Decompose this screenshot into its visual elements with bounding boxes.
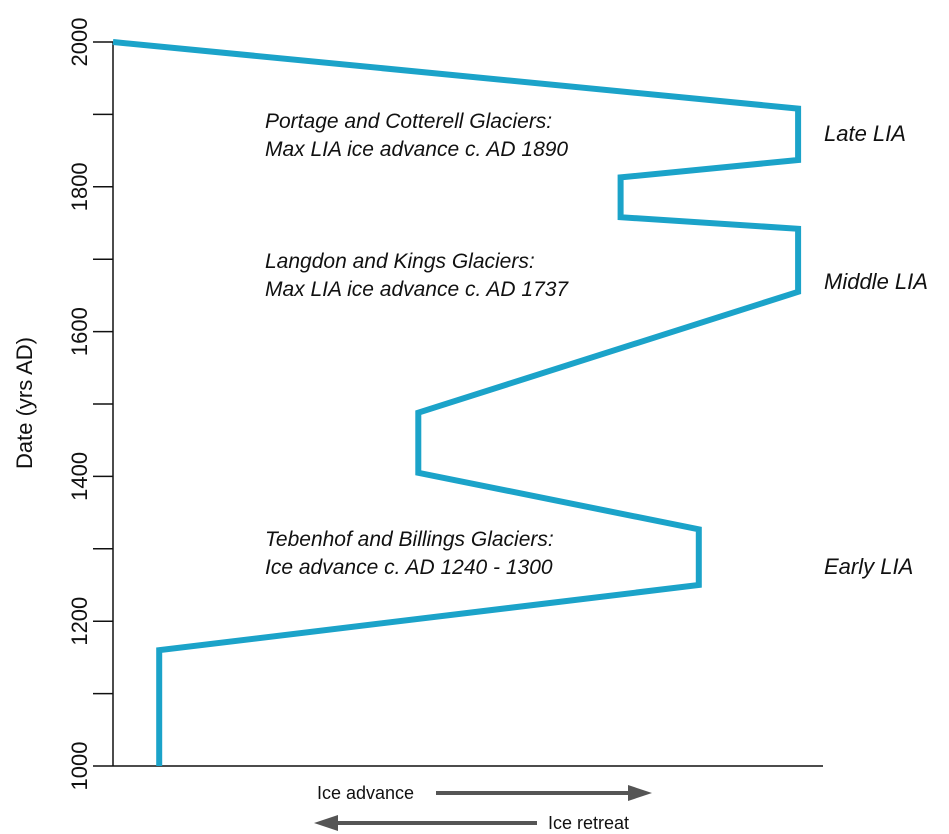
y-axis-title: Date (yrs AD) bbox=[12, 337, 37, 469]
annotation-portage-line-2: Max LIA ice advance c. AD 1890 bbox=[265, 138, 568, 161]
y-tick-label: 1000 bbox=[67, 742, 92, 791]
ice-advance-arrow bbox=[436, 785, 652, 801]
ice-advance-label: Ice advance bbox=[317, 783, 414, 803]
y-tick-label: 2000 bbox=[67, 18, 92, 67]
annotation-tebenhof-line-2: Ice advance c. AD 1240 - 1300 bbox=[265, 556, 553, 579]
y-ticks: 1000 1200 1400 1600 1800 2000 bbox=[67, 18, 113, 791]
annotation-tebenhof-line-1: Tebenhof and Billings Glaciers: bbox=[265, 528, 554, 551]
y-tick-label: 1400 bbox=[67, 452, 92, 501]
annotation-langdon-line-2: Max LIA ice advance c. AD 1737 bbox=[265, 278, 569, 301]
phase-label-late-lia: Late LIA bbox=[824, 121, 906, 146]
y-tick-label: 1800 bbox=[67, 162, 92, 211]
phase-label-early-lia: Early LIA bbox=[824, 554, 913, 579]
ice-retreat-arrow bbox=[314, 815, 537, 831]
y-tick-label: 1600 bbox=[67, 307, 92, 356]
y-tick-label: 1200 bbox=[67, 597, 92, 646]
series bbox=[112, 39, 802, 766]
annotation-portage-line-1: Portage and Cotterell Glaciers: bbox=[265, 110, 552, 133]
phase-label-middle-lia: Middle LIA bbox=[824, 269, 928, 294]
ice-retreat-label: Ice retreat bbox=[548, 813, 629, 833]
annotation-langdon-line-1: Langdon and Kings Glaciers: bbox=[265, 250, 535, 273]
ice-extent-line bbox=[112, 39, 802, 766]
